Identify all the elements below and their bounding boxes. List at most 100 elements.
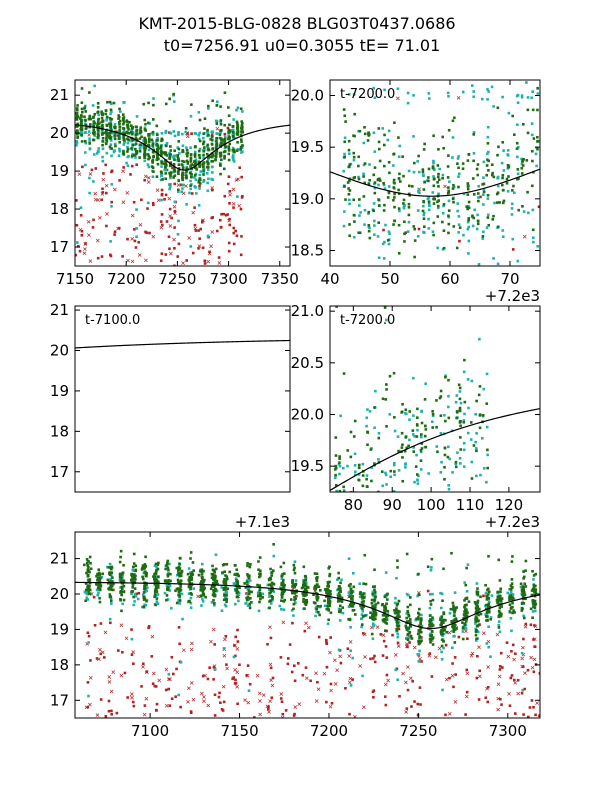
data-point-green xyxy=(344,198,347,201)
data-point-cyan xyxy=(415,453,418,457)
data-point-green xyxy=(38,339,41,342)
data-point-green xyxy=(435,399,438,402)
data-point-cyan xyxy=(447,94,450,98)
data-point-cyan xyxy=(202,167,206,171)
data-point-cyan xyxy=(455,394,459,397)
data-point-green xyxy=(31,333,34,336)
data-point-red xyxy=(512,657,516,662)
data-point-green xyxy=(141,577,145,581)
data-point-cyan xyxy=(423,231,426,234)
data-point-red xyxy=(218,218,222,222)
data-point-red xyxy=(348,640,353,644)
data-point-cyan xyxy=(44,345,47,348)
data-point-cyan xyxy=(201,599,205,603)
data-point-green xyxy=(382,143,386,147)
data-point-cyan xyxy=(135,115,139,118)
data-point-green xyxy=(108,116,112,120)
data-point-red xyxy=(218,691,221,695)
data-point-red xyxy=(168,131,171,134)
data-point-cyan xyxy=(304,581,308,585)
data-point-red xyxy=(526,668,530,672)
data-point-green xyxy=(459,448,463,451)
data-point-green xyxy=(134,147,137,151)
data-point-cyan xyxy=(11,349,14,352)
data-point-green xyxy=(143,137,147,141)
data-point-green xyxy=(485,164,489,167)
data-point-cyan xyxy=(418,170,421,174)
data-point-red xyxy=(372,695,375,699)
data-point-green xyxy=(271,586,274,590)
data-point-green xyxy=(400,411,403,414)
data-point-green xyxy=(511,189,514,192)
data-point-red xyxy=(87,233,91,237)
data-point-red xyxy=(119,673,124,678)
data-point-cyan xyxy=(92,153,96,156)
data-point-red xyxy=(143,178,146,182)
data-point-red xyxy=(410,705,413,708)
data-point-green xyxy=(367,229,371,233)
data-point-red xyxy=(211,216,214,219)
data-point-green xyxy=(369,611,372,614)
data-point-cyan xyxy=(49,366,52,369)
data-point-green xyxy=(429,622,432,626)
data-point-cyan xyxy=(146,201,150,205)
data-point-green xyxy=(270,584,273,588)
data-point-green xyxy=(152,150,155,154)
data-point-green xyxy=(347,139,351,143)
data-point-green xyxy=(156,148,159,151)
data-point-red xyxy=(179,705,182,709)
data-point-green xyxy=(360,601,364,604)
data-point-green xyxy=(532,137,536,140)
data-point-red xyxy=(234,681,238,685)
data-point-cyan xyxy=(131,568,135,572)
data-point-red xyxy=(185,259,189,262)
data-point-cyan xyxy=(463,581,467,584)
data-point-green xyxy=(122,598,126,602)
data-point-red xyxy=(437,646,442,651)
data-point-cyan xyxy=(353,464,357,467)
data-point-red xyxy=(238,663,241,667)
data-point-cyan xyxy=(61,323,64,326)
data-point-green xyxy=(199,586,203,589)
data-point-red xyxy=(314,671,318,676)
data-point-green xyxy=(436,215,440,218)
data-point-green xyxy=(198,178,201,182)
data-point-cyan xyxy=(456,209,459,213)
data-point-green xyxy=(452,200,455,204)
data-point-red xyxy=(95,657,99,660)
data-point-red xyxy=(530,699,534,702)
data-point-green xyxy=(385,618,389,621)
data-point-red xyxy=(151,234,156,239)
data-point-cyan xyxy=(510,629,513,633)
data-point-cyan xyxy=(372,131,376,135)
data-point-cyan xyxy=(361,462,365,466)
data-point-green xyxy=(17,321,20,324)
data-point-green xyxy=(227,149,231,152)
data-point-red xyxy=(140,198,143,202)
data-point-green xyxy=(377,198,381,202)
data-point-green xyxy=(235,591,239,595)
data-point-green xyxy=(326,581,330,584)
data-point-cyan xyxy=(383,187,387,190)
data-point-green xyxy=(521,164,525,167)
data-point-green xyxy=(110,117,113,121)
data-point-green xyxy=(173,149,177,153)
data-point-green xyxy=(348,189,352,192)
data-point-red xyxy=(198,184,201,188)
data-point-green xyxy=(397,207,401,210)
data-point-green xyxy=(458,386,462,390)
x-tick-label: 40 xyxy=(320,270,339,288)
data-point-green xyxy=(233,564,237,567)
data-point-red xyxy=(159,220,163,223)
data-point-red xyxy=(29,388,32,391)
y-tick-label: 17 xyxy=(50,463,69,481)
data-point-red xyxy=(80,229,84,233)
data-point-green xyxy=(340,596,344,600)
data-point-red xyxy=(293,679,297,683)
data-point-cyan xyxy=(396,635,400,639)
data-point-green xyxy=(487,608,491,612)
data-point-green xyxy=(166,566,170,569)
data-point-green xyxy=(122,563,125,567)
data-point-cyan xyxy=(36,339,39,342)
data-point-green xyxy=(280,587,283,590)
